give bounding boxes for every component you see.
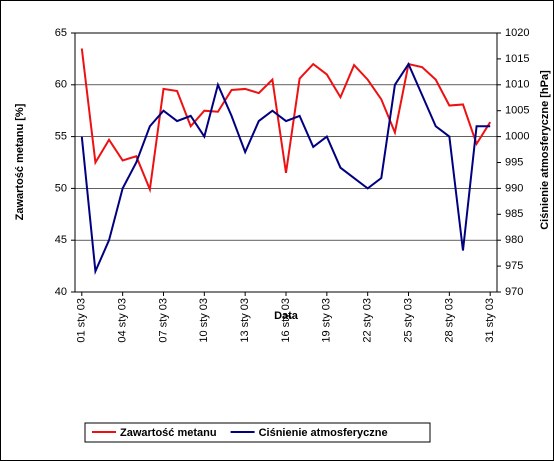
- y-tick-label: 45: [55, 234, 67, 246]
- y2-tick-label: 1010: [505, 79, 529, 91]
- y2-tick-label: 995: [505, 156, 523, 168]
- y-axis-title: Zawartość metanu [%]: [14, 103, 26, 220]
- y-tick-label: 40: [55, 286, 67, 298]
- y-tick-label: 60: [55, 79, 67, 91]
- series-line: [80, 61, 491, 276]
- x-tick-label: 25 sty 03: [402, 298, 414, 343]
- x-tick-label: 19 sty 03: [321, 298, 333, 343]
- y2-tick-label: 1000: [505, 131, 529, 143]
- y2-tick-label: 975: [505, 260, 523, 272]
- legend-box: [84, 422, 431, 443]
- y2-tick-label: 990: [505, 182, 523, 194]
- x-tick-label: 31 sty 03: [484, 298, 496, 343]
- x-tick-label: 22 sty 03: [362, 298, 374, 343]
- x-axis-title: Data: [274, 310, 299, 322]
- x-tick-label: 04 sty 03: [117, 298, 129, 343]
- series-line: [80, 48, 492, 194]
- y2-axis-title: Ciśnienie atmosferyczne [hPa]: [539, 70, 551, 230]
- y-tick-label: 65: [55, 27, 67, 39]
- y2-tick-label: 970: [505, 286, 523, 298]
- x-tick-label: 13 sty 03: [239, 298, 251, 343]
- y2-tick-label: 980: [505, 234, 523, 246]
- y2-tick-label: 985: [505, 208, 523, 220]
- y2-tick-label: 1020: [505, 27, 529, 39]
- x-tick-label: 28 sty 03: [443, 298, 455, 343]
- x-tick-label: 07 sty 03: [157, 298, 169, 343]
- y-tick-label: 50: [55, 182, 67, 194]
- x-tick-label: 10 sty 03: [198, 298, 210, 343]
- y2-tick-label: 1015: [505, 53, 529, 65]
- legend-label: Ciśnienie atmosferyczne: [259, 427, 388, 439]
- x-tick-label: 01 sty 03: [76, 298, 88, 343]
- legend-label: Zawartość metanu: [120, 427, 217, 439]
- x-tick-label: 16 sty 03: [280, 298, 292, 343]
- y2-tick-label: 1005: [505, 105, 529, 117]
- y-tick-label: 55: [55, 131, 67, 143]
